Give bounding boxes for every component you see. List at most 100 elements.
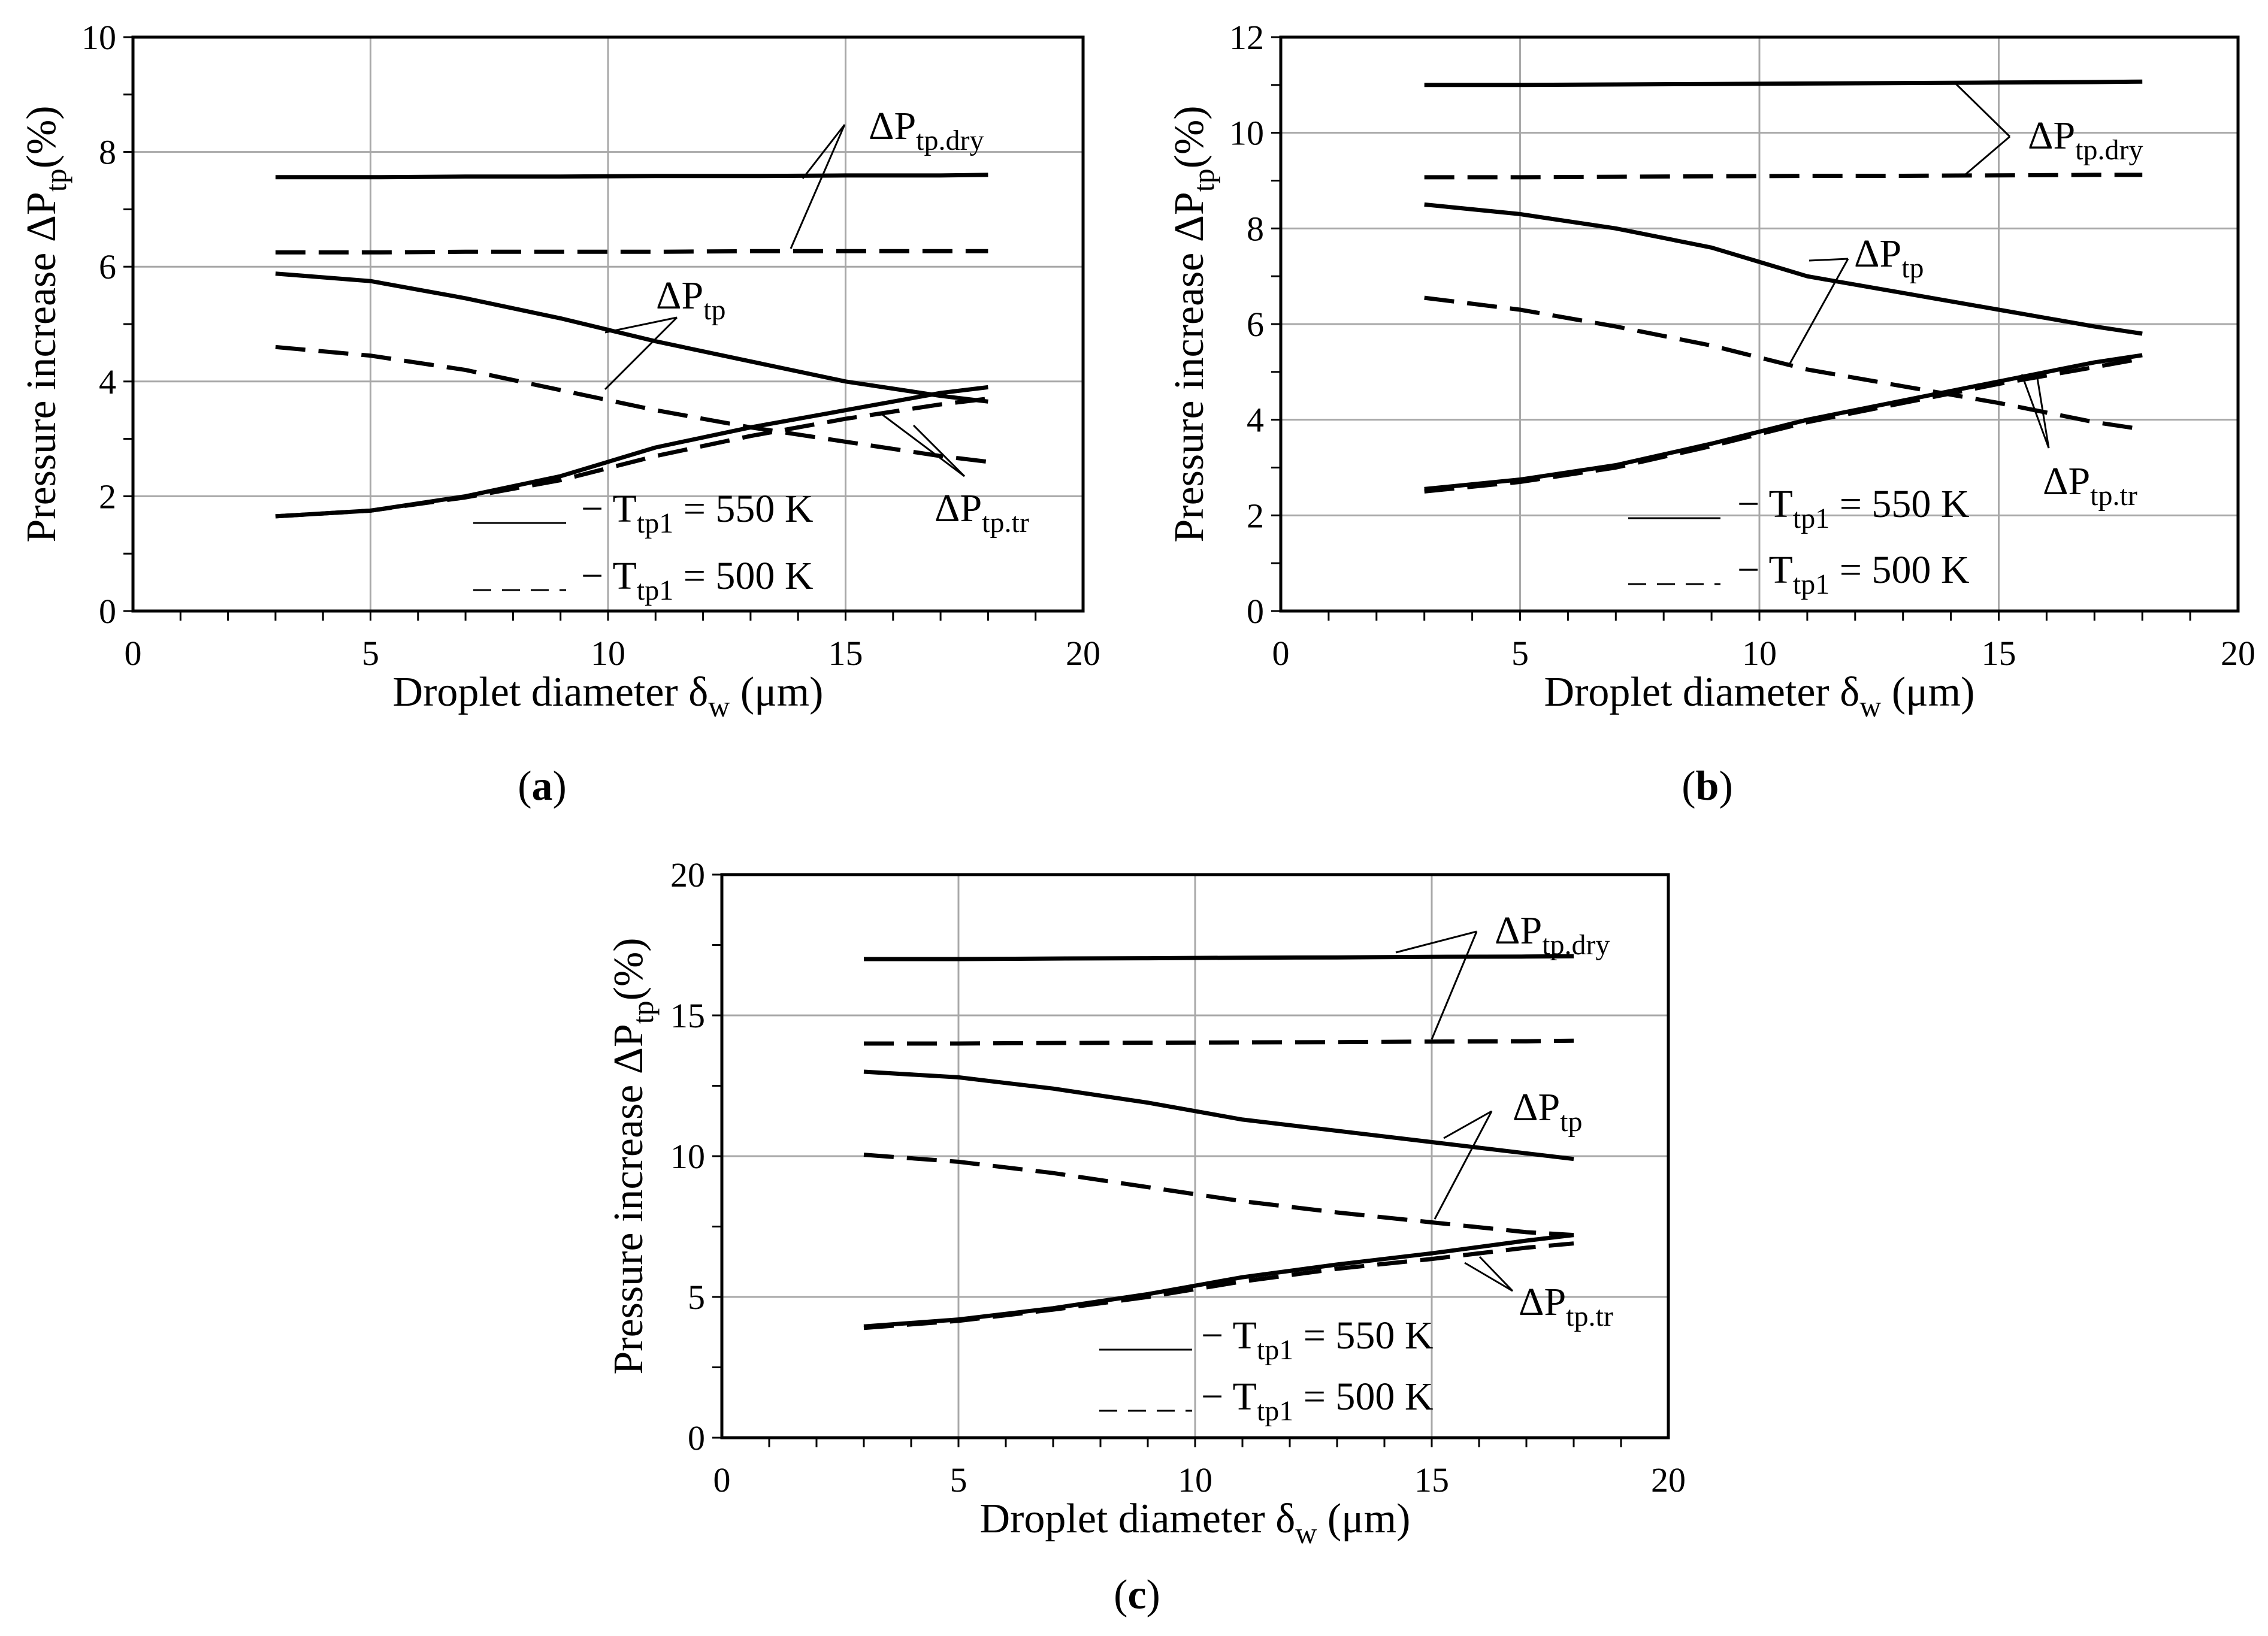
legend-prefix: − T bbox=[1201, 1314, 1257, 1357]
series-line-5 bbox=[275, 385, 988, 519]
y-axis-title-sub: tp bbox=[626, 1000, 660, 1024]
annotation-label: ΔPtp bbox=[1513, 1085, 1583, 1138]
annotation-leader bbox=[1787, 258, 1849, 367]
y-axis-title-main: Pressure increase ΔP bbox=[19, 192, 65, 542]
annotation-base: ΔP bbox=[869, 104, 916, 148]
annotation-2: ΔPtp bbox=[1434, 1085, 1583, 1220]
annotation-sub: tp.tr bbox=[982, 507, 1029, 539]
legend-suffix: = 500 K bbox=[673, 554, 813, 598]
series-line-1 bbox=[1424, 79, 2143, 87]
annotation-label: ΔPtp bbox=[656, 274, 726, 326]
chart-panel-c: 0 5 10 15 20 0 5 10 15 20 Droplet diameter δw (μm)… bbox=[606, 855, 1686, 1618]
annotation-label: ΔPtp.dry bbox=[2028, 114, 2143, 166]
legend-suffix: = 550 K bbox=[1829, 482, 1969, 526]
x-axis-title-sub: w bbox=[1295, 1516, 1317, 1550]
panel-label-open: ( bbox=[1682, 763, 1695, 809]
series-line-2 bbox=[864, 1038, 1574, 1046]
x-tick-label: 10 bbox=[1178, 1460, 1212, 1499]
x-tick-label: 20 bbox=[2221, 634, 2255, 673]
y-tick-label: 0 bbox=[99, 592, 116, 631]
annotation-leader bbox=[1809, 258, 1849, 262]
y-tick-label: 15 bbox=[670, 996, 705, 1035]
x-axis-title-main: Droplet diameter δ bbox=[980, 1496, 1296, 1542]
x-tick-label: 5 bbox=[1511, 634, 1529, 673]
x-tick-label: 15 bbox=[1414, 1460, 1449, 1499]
x-axis-title-main: Droplet diameter δ bbox=[1544, 669, 1860, 715]
series-group bbox=[863, 954, 1574, 1330]
x-axis-title-unit: (μm) bbox=[1881, 669, 1974, 715]
annotation-sub: tp.dry bbox=[2075, 134, 2143, 166]
annotation-leader bbox=[912, 424, 966, 477]
x-axis-title-sub: w bbox=[1859, 690, 1881, 723]
x-axis-title-sub: w bbox=[708, 690, 730, 723]
x-tick-label: 0 bbox=[713, 1460, 731, 1499]
y-tick-label: 2 bbox=[99, 477, 116, 516]
annotation-base: ΔP bbox=[1519, 1280, 1566, 1324]
legend: − Ttp1 = 550 K− Ttp1 = 500 K bbox=[473, 487, 814, 606]
legend-prefix: − T bbox=[1737, 482, 1793, 526]
gridlines bbox=[133, 37, 1083, 611]
series-line-3 bbox=[863, 1069, 1574, 1162]
panel-label-open: ( bbox=[518, 763, 531, 809]
legend-suffix: = 500 K bbox=[1293, 1375, 1433, 1419]
panel-label-letter: c bbox=[1127, 1572, 1146, 1618]
panel-label-open: ( bbox=[1114, 1572, 1127, 1618]
annotation-leader bbox=[880, 412, 965, 477]
y-tick-label: 4 bbox=[99, 362, 116, 401]
chart-panel-b: 0 5 10 15 20 0 2 4 6 8 10 12 Droplet diameter δw (μm… bbox=[1166, 18, 2255, 809]
y-axis-title: Pressure increase ΔPtp(%) bbox=[1166, 105, 1220, 542]
y-tick-label: 2 bbox=[1247, 496, 1264, 535]
annotation-base: ΔP bbox=[2028, 114, 2075, 158]
y-axis-title-sub: tp bbox=[1187, 168, 1220, 192]
legend-label-2: − Ttp1 = 500 K bbox=[581, 554, 814, 606]
legend-sub: tp1 bbox=[1257, 1334, 1293, 1366]
annotation-sub: tp.dry bbox=[916, 125, 984, 156]
legend-label-2: − Ttp1 = 500 K bbox=[1201, 1375, 1434, 1427]
y-axis-title: Pressure increase ΔPtp(%) bbox=[606, 938, 660, 1374]
x-tick-label: 15 bbox=[828, 634, 863, 673]
annotation-leader bbox=[1955, 83, 2011, 138]
annotation-leader bbox=[802, 124, 846, 179]
legend-sub: tp1 bbox=[1793, 568, 1829, 600]
annotation-leader bbox=[604, 316, 678, 334]
y-tick-label: 0 bbox=[688, 1419, 705, 1457]
annotation-leader bbox=[790, 124, 846, 249]
y-tick-label: 4 bbox=[1247, 401, 1264, 440]
annotation-sub: tp.tr bbox=[1566, 1301, 1613, 1332]
y-axis-title-unit: (%) bbox=[606, 938, 652, 1000]
annotation-leader bbox=[1431, 931, 1478, 1040]
annotation-leader bbox=[2036, 374, 2050, 449]
series-group bbox=[275, 173, 988, 519]
annotation-base: ΔP bbox=[1513, 1085, 1560, 1129]
y-tick-label: 6 bbox=[99, 247, 116, 286]
annotation-3: ΔPtp.tr bbox=[2021, 374, 2137, 512]
annotation-sub: tp.tr bbox=[2090, 480, 2137, 512]
annotation-label: ΔPtp.tr bbox=[2043, 459, 2137, 512]
series-group bbox=[1424, 79, 2143, 494]
panel-label-close: ) bbox=[553, 763, 567, 809]
x-axis-title: Droplet diameter δw (μm) bbox=[980, 1496, 1411, 1550]
annotation-leader bbox=[604, 316, 678, 391]
legend-suffix: = 550 K bbox=[1293, 1314, 1433, 1357]
annotation-leader bbox=[1478, 1256, 1514, 1292]
annotation-1: ΔPtp.dry bbox=[1395, 909, 1610, 1040]
annotation-1: ΔPtp.dry bbox=[1955, 83, 2143, 176]
x-tick-label: 20 bbox=[1066, 634, 1100, 673]
annotation-sub: tp.dry bbox=[1542, 929, 1610, 961]
panel-label-letter: b bbox=[1696, 763, 1719, 809]
annotation-base: ΔP bbox=[1854, 232, 1901, 276]
legend-sub: tp1 bbox=[637, 574, 673, 606]
annotation-2: ΔPtp bbox=[604, 274, 726, 391]
annotation-base: ΔP bbox=[656, 274, 703, 317]
plot-frame bbox=[131, 35, 1085, 613]
legend-prefix: − T bbox=[581, 487, 637, 531]
series-line-1 bbox=[864, 954, 1574, 961]
plot-frame bbox=[1279, 35, 2240, 613]
legend: − Ttp1 = 550 K − Ttp1 = 500 K bbox=[1099, 1314, 1434, 1427]
x-tick-label: 5 bbox=[950, 1460, 967, 1499]
x-axis-title-unit: (μm) bbox=[730, 669, 823, 715]
legend-sub: tp1 bbox=[637, 507, 673, 539]
annotation-leader bbox=[1964, 135, 2010, 176]
annotation-leader bbox=[1395, 930, 1477, 954]
legend: − Ttp1 = 550 K− Ttp1 = 500 K bbox=[1628, 482, 1970, 600]
